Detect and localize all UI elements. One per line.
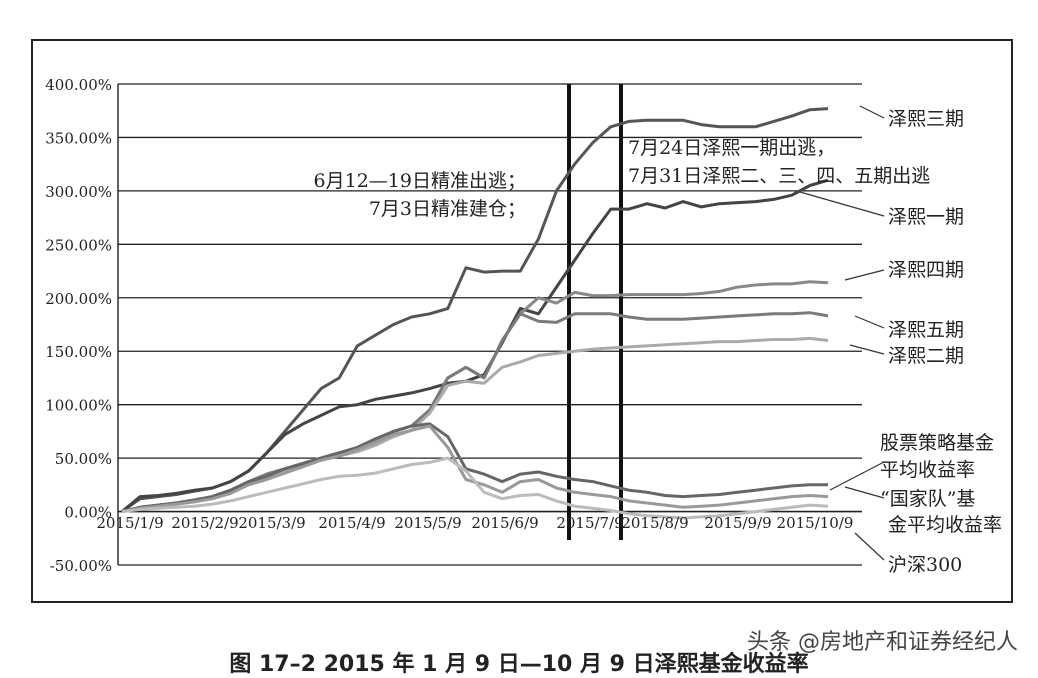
x-tick-label: 2015/7/9 xyxy=(556,514,623,532)
series-label-stock-fund-line1: 股票策略基金 xyxy=(880,432,994,454)
series-line-1 xyxy=(121,178,829,513)
leader-line xyxy=(844,486,885,499)
annotation-escape-text: 6月12—19日精准出逃； xyxy=(314,170,526,192)
annotation-exit2-text: 7月31日泽熙二、三、四、五期出逃 xyxy=(628,165,930,187)
figure-caption: 图 17–2 2015 年 1 月 9 日—10 月 9 日泽熙基金收益率 xyxy=(229,652,809,677)
watermark: 头条 @房地产和证券经纪人 xyxy=(747,630,1018,655)
y-tick-label: 0.00% xyxy=(64,504,112,522)
series-line-4 xyxy=(121,336,829,514)
y-tick-label: 100.00% xyxy=(45,397,112,415)
y-tick-label: 150.00% xyxy=(45,343,112,361)
x-tick-label: 2015/9/9 xyxy=(704,514,771,532)
series-label: 泽熙三期 xyxy=(888,108,964,130)
leader-line xyxy=(829,461,885,491)
series-line-6 xyxy=(121,424,829,514)
x-tick-label: 2015/3/9 xyxy=(238,514,305,532)
leader-line xyxy=(854,315,885,329)
annotation-rebuild-text: 7月3日精准建仓； xyxy=(369,198,526,220)
series-label-stock-fund-line2: 平均收益率 xyxy=(880,459,975,481)
y-tick-label: 300.00% xyxy=(45,183,112,201)
annotation-exit1-text: 7月24日泽熙一期出逃， xyxy=(628,137,835,159)
y-tick-label: 350.00% xyxy=(45,129,112,147)
series-label: 沪深300 xyxy=(888,554,962,576)
series-line-5 xyxy=(121,422,828,514)
x-tick-label: 2015/5/9 xyxy=(394,514,461,532)
y-tick-label: 250.00% xyxy=(45,236,112,254)
leader-line xyxy=(799,191,885,217)
y-tick-label: 200.00% xyxy=(45,290,112,308)
x-tick-label: 2015/2/9 xyxy=(171,514,238,532)
series-label-national-team-line1: “国家队”基 xyxy=(880,488,975,510)
x-tick-label: 2015/1/9 xyxy=(96,514,163,532)
y-tick-label: 400.00% xyxy=(45,76,112,94)
series-label: 泽熙五期 xyxy=(888,319,964,341)
series-line-7 xyxy=(121,456,829,520)
x-tick-label: 2015/6/9 xyxy=(471,514,538,532)
chart-frame xyxy=(31,39,1013,603)
series-label: 泽熙二期 xyxy=(888,345,964,367)
series-label-national-team-line2: 金平均收益率 xyxy=(888,514,1002,536)
leader-line xyxy=(844,269,885,281)
series-label: 泽熙四期 xyxy=(888,259,964,281)
y-tick-label: -50.00% xyxy=(50,557,112,575)
x-tick-label: 2015/10/9 xyxy=(777,514,854,532)
leader-line xyxy=(854,532,885,561)
leader-line xyxy=(859,105,885,119)
x-tick-label: 2015/8/9 xyxy=(621,514,688,532)
series-label: 泽熙一期 xyxy=(888,206,964,228)
x-tick-label: 2015/4/9 xyxy=(318,514,385,532)
leader-line xyxy=(849,344,885,355)
y-tick-label: 50.00% xyxy=(55,450,112,468)
